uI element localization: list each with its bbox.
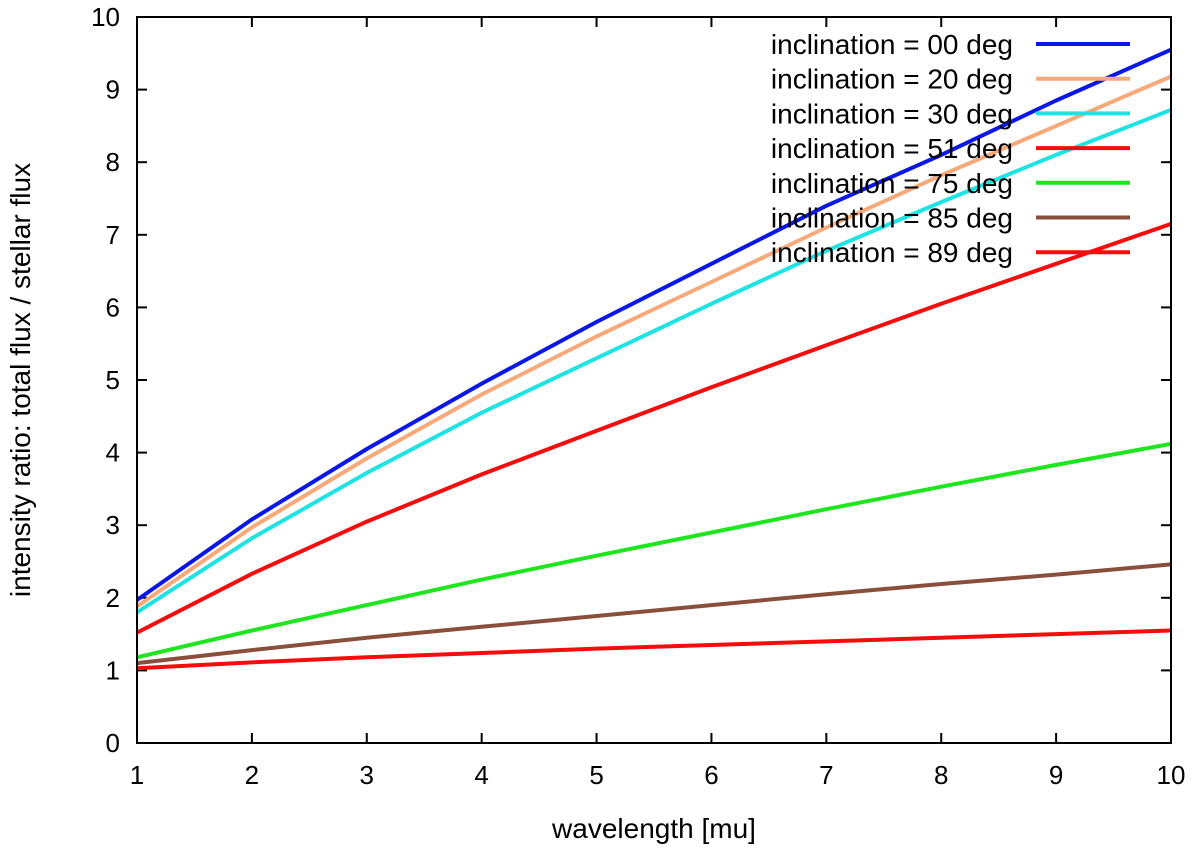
x-tick-label: 5 — [589, 760, 603, 790]
legend: inclination = 00 deg inclination = 20 deg… — [771, 29, 1130, 268]
legend-label: inclination = 51 deg — [771, 133, 1013, 164]
x-tick-label: 1 — [130, 760, 144, 790]
series-line-7 — [136, 628, 1172, 671]
y-tick-label: 6 — [106, 292, 120, 322]
x-tick-label: 7 — [819, 760, 833, 790]
x-tick-label: 9 — [1049, 760, 1063, 790]
legend-label: inclination = 85 deg — [771, 203, 1013, 234]
legend-label: inclination = 30 deg — [771, 98, 1013, 129]
x-tick-label: 3 — [360, 760, 374, 790]
legend-label: inclination = 00 deg — [771, 29, 1013, 60]
series-line-5 — [136, 441, 1172, 660]
series-line-2 — [135, 74, 1172, 609]
y-tick-label: 7 — [106, 220, 120, 250]
x-tick-label: 10 — [1157, 760, 1186, 790]
legend-label: inclination = 20 deg — [771, 64, 1013, 95]
series-line-3 — [135, 108, 1172, 614]
legend-label: inclination = 89 deg — [771, 237, 1013, 268]
y-tick-label: 2 — [106, 583, 120, 613]
series-lines — [135, 47, 1172, 671]
y-tick-label: 8 — [106, 147, 120, 177]
y-tick-label: 10 — [91, 2, 120, 32]
y-tick-label: 4 — [106, 438, 120, 468]
y-tick-label: 0 — [106, 728, 120, 758]
series-line-4 — [136, 222, 1172, 635]
x-tick-label: 6 — [704, 760, 718, 790]
y-tick-label: 5 — [106, 365, 120, 395]
x-tick-label: 8 — [934, 760, 948, 790]
series-line-1 — [135, 47, 1172, 602]
x-axis-ticks: 1 2 3 4 5 6 7 8 9 10 — [130, 17, 1186, 790]
y-axis-ticks: 0 1 2 3 4 5 6 7 8 9 10 — [91, 2, 1171, 758]
y-axis-title: intensity ratio: total flux / stellar fl… — [5, 163, 36, 597]
y-tick-label: 3 — [106, 510, 120, 540]
legend-label: inclination = 75 deg — [771, 168, 1013, 199]
plot-area-frame — [136, 16, 1172, 744]
y-tick-label: 9 — [106, 75, 120, 105]
x-axis-title: wavelength [mu] — [551, 813, 756, 844]
x-tick-label: 4 — [474, 760, 488, 790]
y-tick-label: 1 — [106, 655, 120, 685]
x-tick-label: 2 — [245, 760, 259, 790]
series-line-6 — [136, 562, 1172, 666]
